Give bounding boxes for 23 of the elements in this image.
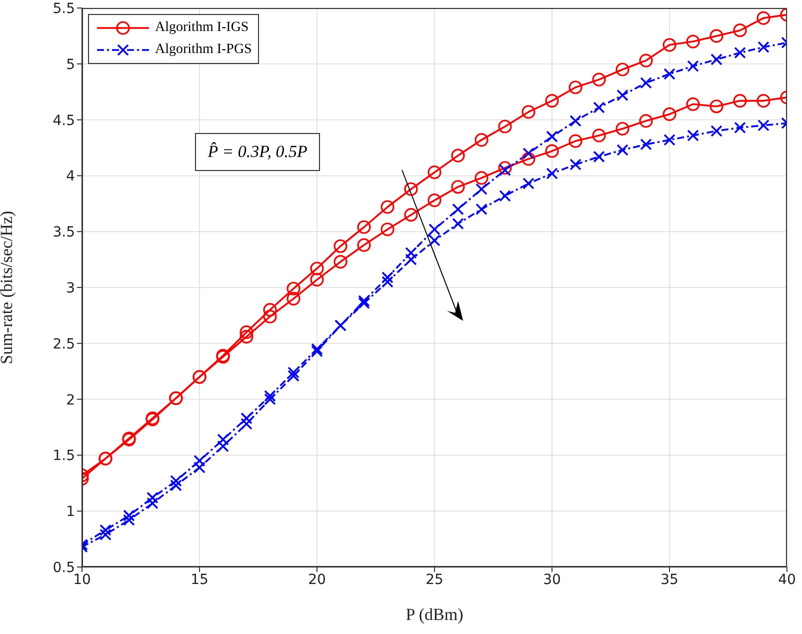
y-tick-label: 4.5 (52, 112, 75, 129)
x-tick-label: 30 (543, 572, 561, 588)
x-tick-label: 40 (778, 572, 796, 588)
y-tick-label: 2.5 (52, 336, 75, 352)
x-tick-label: 35 (660, 572, 678, 588)
x-tick-label: 10 (73, 572, 91, 588)
annotation: P̂ = 0.3P, 0.5P (194, 133, 320, 172)
y-tick-label: 1.5 (52, 448, 75, 464)
y-tick-label: 2 (66, 392, 75, 408)
x-tick-label: 25 (426, 572, 444, 588)
y-tick-label: 0.5 (52, 560, 75, 576)
x-axis-title: P (dBm) (406, 605, 464, 624)
legend-label: Algorithm I-PGS (155, 42, 252, 58)
y-axis-title: Sum-rate (bits/sec/Hz) (0, 210, 16, 364)
y-tick-label: 5 (66, 56, 75, 73)
legend-label: Algorithm I-IGS (155, 20, 249, 36)
x-tick-label: 20 (308, 572, 326, 588)
y-tick-label: 4 (66, 168, 76, 185)
y-tick-label: 3 (66, 280, 75, 296)
y-tick-label: 3.5 (52, 224, 75, 241)
y-tick-label: 1 (66, 504, 75, 520)
y-tick-label: 5.5 (52, 0, 75, 17)
x-tick-label: 15 (190, 572, 208, 588)
